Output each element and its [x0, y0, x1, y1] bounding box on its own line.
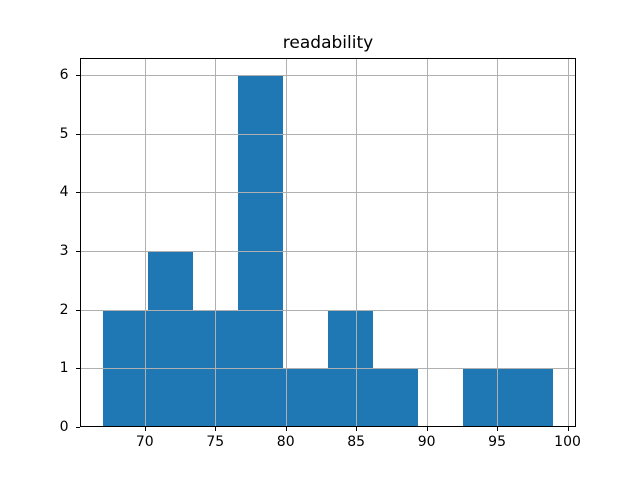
x-tick-label: 85	[347, 434, 366, 450]
y-tick-label: 6	[59, 67, 69, 84]
horizontal-gridline	[80, 309, 576, 311]
x-axis-tick	[426, 427, 428, 431]
y-tick-label: 4	[59, 184, 69, 201]
vertical-gridline	[144, 57, 146, 427]
horizontal-gridline	[80, 75, 576, 77]
x-axis-tick	[567, 427, 569, 431]
y-axis-tick	[75, 309, 80, 311]
histogram-bar	[192, 309, 238, 427]
y-tick-label: 1	[59, 360, 69, 377]
y-axis-tick	[75, 251, 80, 253]
y-axis-tick	[75, 427, 80, 428]
vertical-gridline	[497, 57, 499, 427]
y-axis-tick	[75, 75, 80, 77]
chart-title: readability	[282, 33, 374, 53]
x-tick-label: 90	[417, 434, 436, 450]
histogram-bar	[328, 309, 374, 427]
x-axis-tick	[215, 427, 217, 431]
x-axis-tick	[497, 427, 499, 431]
horizontal-gridline	[80, 192, 576, 194]
y-axis-tick	[75, 192, 80, 194]
x-tick-label: 100	[554, 434, 581, 450]
x-axis-tick	[285, 427, 287, 431]
vertical-gridline	[285, 57, 287, 427]
x-axis-tick	[144, 427, 146, 431]
y-tick-label: 5	[59, 125, 69, 142]
y-tick-label: 3	[59, 243, 69, 260]
horizontal-gridline	[80, 368, 576, 370]
histogram-bar	[373, 368, 419, 427]
vertical-gridline	[215, 57, 217, 427]
y-tick-label: 0	[59, 419, 69, 435]
vertical-gridline	[567, 57, 569, 427]
x-axis-tick	[356, 427, 358, 431]
y-tick-label: 2	[59, 301, 69, 318]
histogram-bar	[508, 368, 554, 427]
histogram-bar	[102, 309, 148, 427]
x-tick-label: 95	[488, 434, 506, 450]
histogram-bar	[147, 251, 193, 427]
vertical-gridline	[426, 57, 428, 427]
y-axis-tick	[75, 133, 80, 135]
horizontal-gridline	[80, 133, 576, 135]
vertical-gridline	[356, 57, 358, 427]
y-axis-tick	[75, 368, 80, 370]
histogram-bar	[282, 368, 328, 427]
x-tick-label: 70	[135, 434, 154, 450]
x-tick-label: 80	[276, 434, 295, 450]
histogram-bar	[463, 368, 509, 427]
x-tick-label: 75	[206, 434, 225, 450]
horizontal-gridline	[80, 251, 576, 253]
